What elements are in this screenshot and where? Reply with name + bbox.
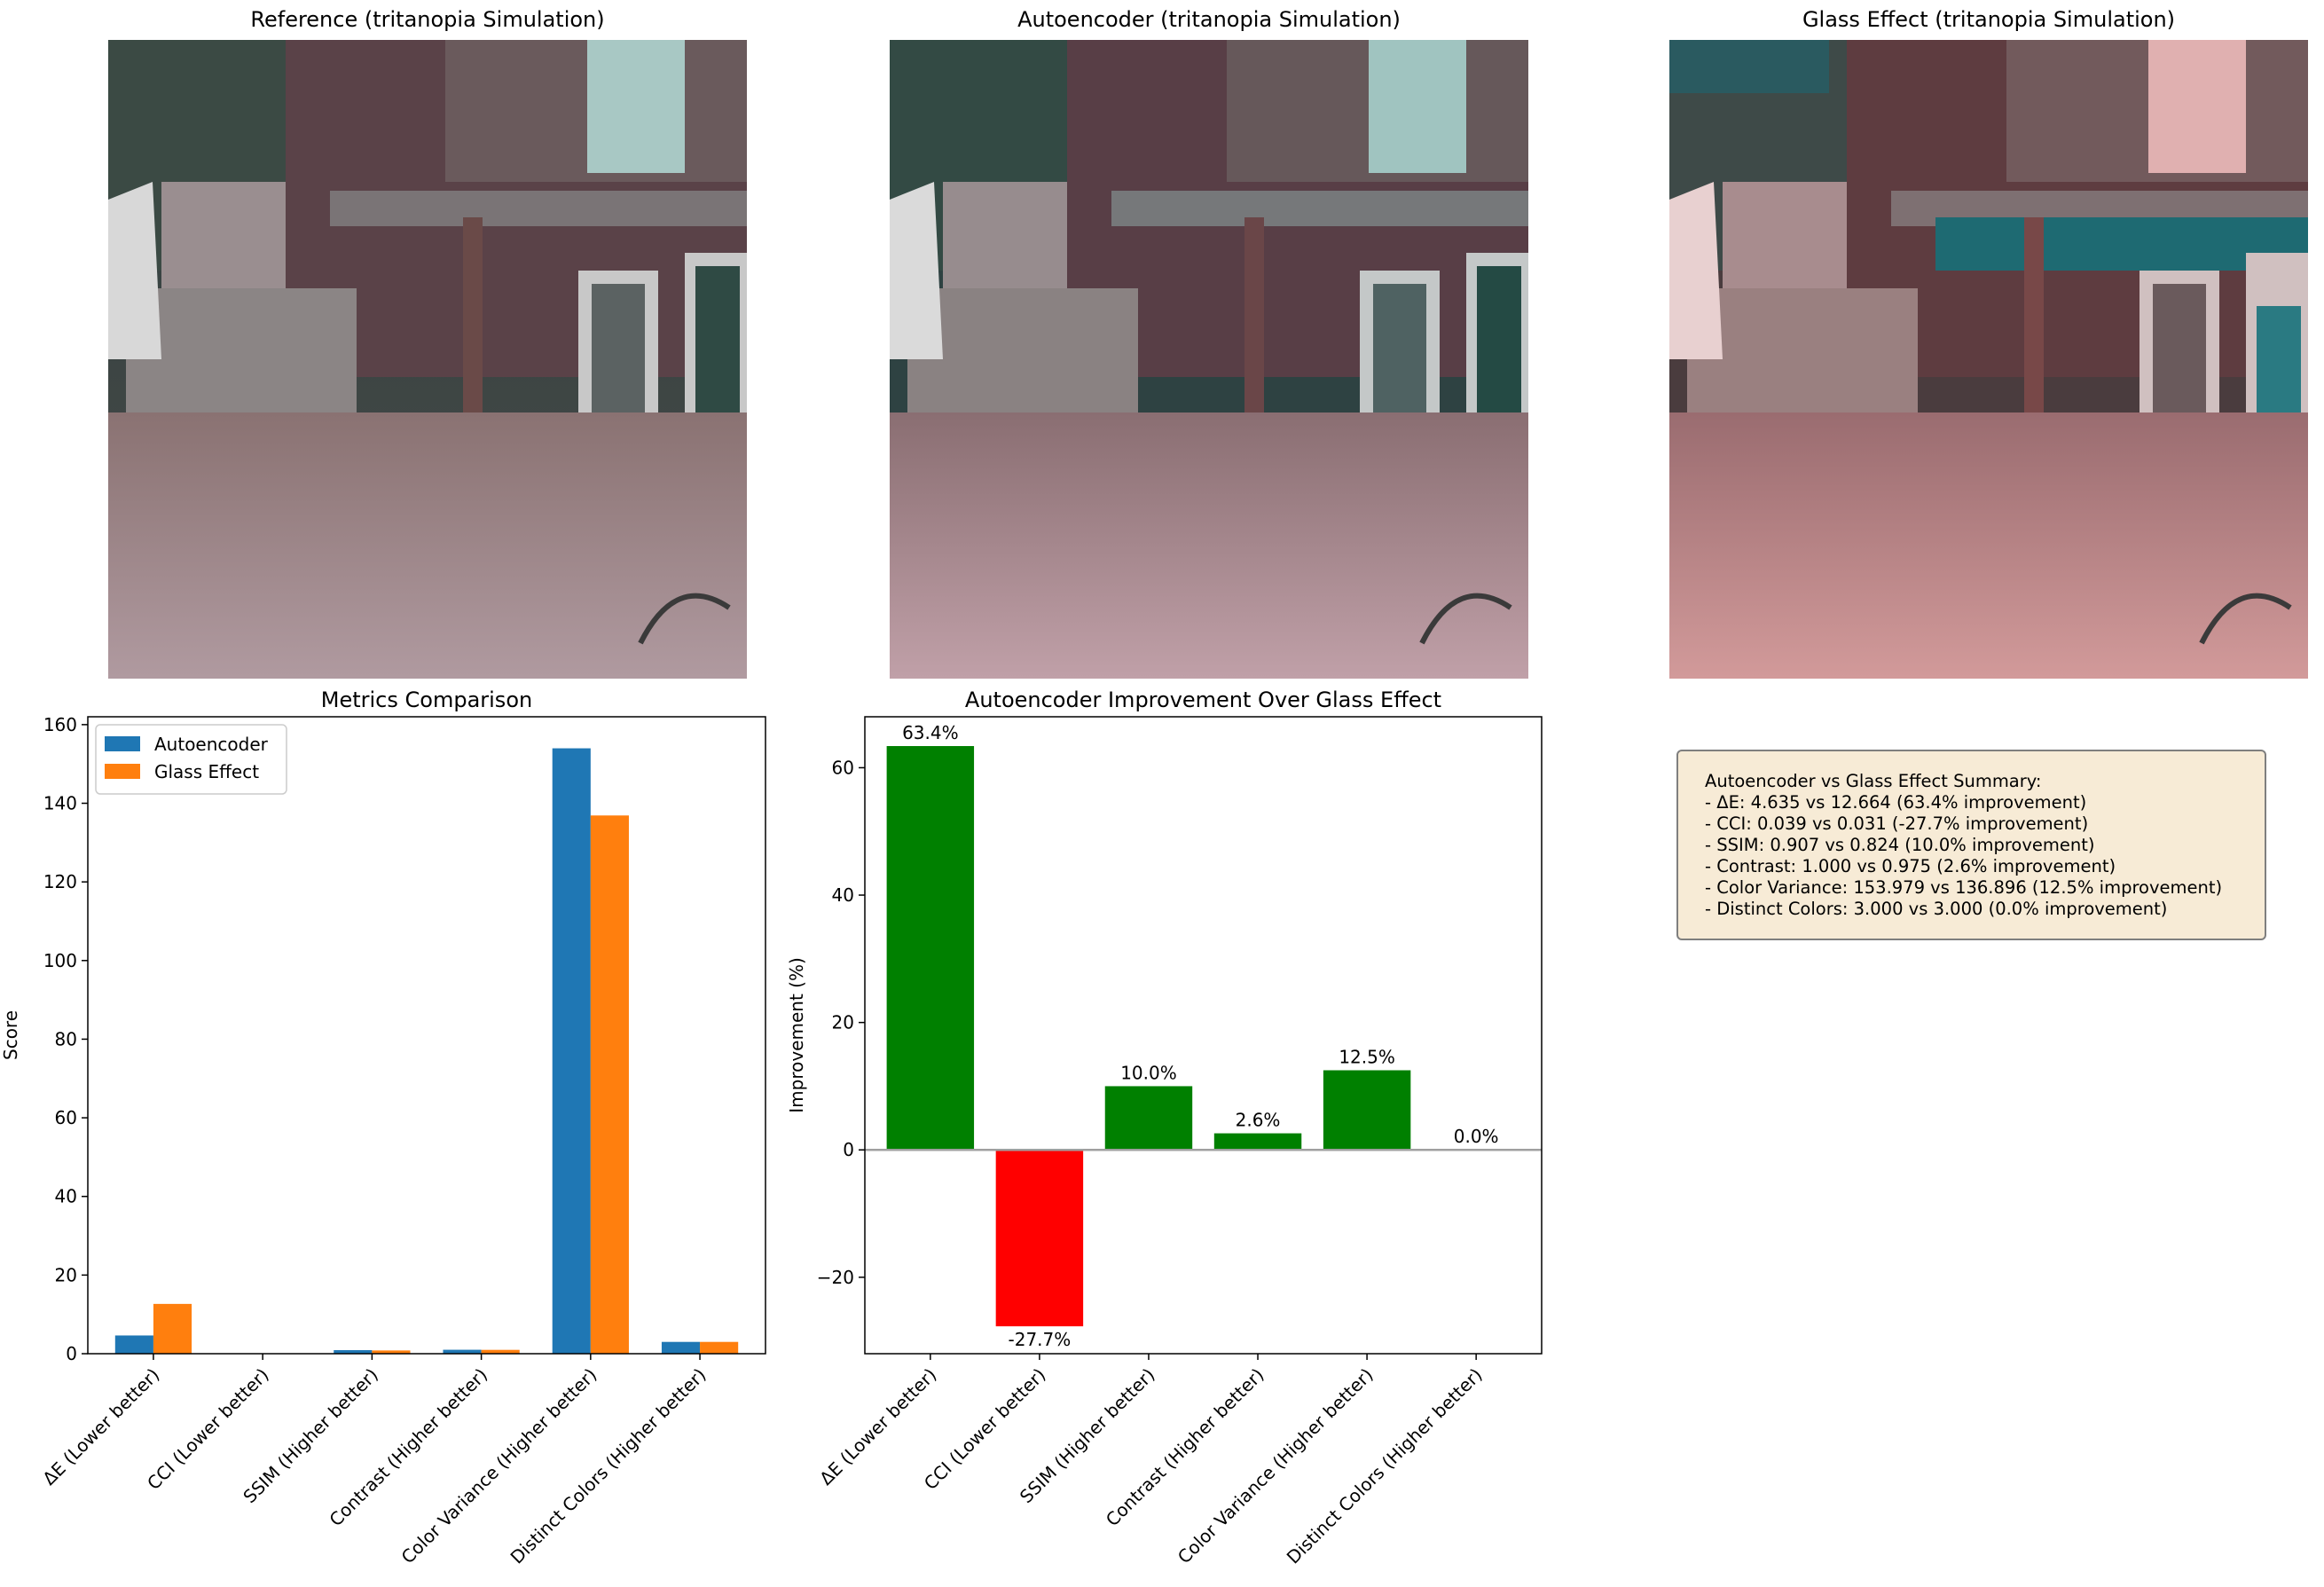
glass-effect-image bbox=[1669, 40, 2308, 679]
improvement-bar-4 bbox=[1323, 1070, 1411, 1151]
improvement-label-2: 10.0% bbox=[1120, 1062, 1177, 1083]
improvement-bar-3 bbox=[1213, 1133, 1302, 1151]
improvement-label-5: 0.0% bbox=[1454, 1126, 1499, 1147]
improvement-bar-0 bbox=[886, 746, 975, 1151]
summary-box: Autoencoder vs Glass Effect Summary: - Δ… bbox=[1676, 750, 2266, 940]
reference-title: Reference (tritanopia Simulation) bbox=[250, 7, 605, 32]
legend-swatch-1 bbox=[105, 764, 140, 779]
c2-xtick-label-1: CCI (Lower better) bbox=[920, 1364, 1050, 1495]
c2-axes-frame bbox=[864, 716, 1543, 1355]
improvement-label-0: 63.4% bbox=[902, 722, 959, 743]
c1-legend-box bbox=[95, 724, 287, 795]
c2-xtick-label-4: Color Variance (Higher better) bbox=[1174, 1364, 1378, 1568]
summary-line-ssim: - SSIM: 0.907 vs 0.824 (10.0% improvemen… bbox=[1705, 835, 2095, 855]
bar-autoencoder-4 bbox=[552, 748, 591, 1354]
c2-ylabel: Improvement (%) bbox=[786, 957, 807, 1113]
c1-title: Metrics Comparison bbox=[321, 687, 532, 712]
c2-ytick-label-4: 60 bbox=[832, 757, 854, 778]
c2-ytick-label-3: 40 bbox=[832, 884, 854, 906]
improvement-label-3: 2.6% bbox=[1236, 1110, 1281, 1131]
c2-ytick-label-0: −20 bbox=[817, 1267, 854, 1288]
legend-swatch-0 bbox=[105, 736, 140, 751]
bar-glass-effect-0 bbox=[153, 1303, 192, 1354]
c1-xtick-label-5: Distinct Colors (Higher better) bbox=[506, 1364, 711, 1568]
bar-glass-effect-3 bbox=[481, 1349, 520, 1354]
bar-autoencoder-3 bbox=[443, 1349, 482, 1354]
bar-autoencoder-0 bbox=[114, 1335, 153, 1354]
c1-ytick-label-8: 160 bbox=[43, 714, 77, 735]
summary-title: Autoencoder vs Glass Effect Summary: bbox=[1705, 771, 2042, 791]
improvement-bar-2 bbox=[1104, 1086, 1193, 1151]
c1-xtick-label-0: ΔE (Lower better) bbox=[38, 1364, 163, 1489]
summary-line-contrast: - Contrast: 1.000 vs 0.975 (2.6% improve… bbox=[1705, 856, 2116, 876]
bar-glass-effect-2 bbox=[372, 1350, 411, 1354]
improvement-bar-1 bbox=[995, 1150, 1084, 1327]
c1-xtick-label-1: CCI (Lower better) bbox=[143, 1364, 273, 1495]
c1-ytick-label-3: 60 bbox=[55, 1107, 77, 1128]
c2-title: Autoencoder Improvement Over Glass Effec… bbox=[965, 687, 1441, 712]
improvement-label-4: 12.5% bbox=[1339, 1046, 1395, 1067]
c1-ytick-label-7: 140 bbox=[43, 793, 77, 814]
legend-label-0: Autoencoder bbox=[154, 734, 269, 755]
legend-label-1: Glass Effect bbox=[154, 761, 259, 782]
glass-effect-title: Glass Effect (tritanopia Simulation) bbox=[1802, 7, 2176, 32]
reference-image bbox=[108, 40, 747, 679]
summary-line-distinct-colors: - Distinct Colors: 3.000 vs 3.000 (0.0% … bbox=[1705, 899, 2168, 919]
c1-ytick-label-2: 40 bbox=[55, 1186, 77, 1207]
summary-line-color-variance: - Color Variance: 153.979 vs 136.896 (12… bbox=[1705, 877, 2223, 898]
autoencoder-title: Autoencoder (tritanopia Simulation) bbox=[1017, 7, 1401, 32]
c2-ytick-label-1: 0 bbox=[843, 1139, 854, 1160]
c1-xtick-label-4: Color Variance (Higher better) bbox=[397, 1364, 601, 1568]
improvement-chart: −20 0 20 40 60 Improvement (%) Autoencoder Imp… bbox=[786, 687, 1543, 1568]
bar-glass-effect-5 bbox=[700, 1341, 739, 1354]
bar-autoencoder-5 bbox=[661, 1341, 701, 1354]
c1-ytick-label-6: 120 bbox=[43, 871, 77, 892]
c2-xtick-label-5: Distinct Colors (Higher better) bbox=[1283, 1364, 1487, 1568]
improvement-label-1: -27.7% bbox=[1009, 1329, 1072, 1350]
c1-legend: Autoencoder Glass Effect bbox=[95, 724, 287, 795]
c1-ytick-label-4: 80 bbox=[55, 1028, 77, 1049]
autoencoder-image bbox=[890, 40, 1528, 679]
c1-ytick-label-0: 0 bbox=[66, 1343, 77, 1364]
bar-autoencoder-2 bbox=[334, 1349, 373, 1354]
c2-xtick-label-0: ΔE (Lower better) bbox=[815, 1364, 940, 1489]
bar-glass-effect-4 bbox=[590, 815, 629, 1354]
c1-ytick-label-1: 20 bbox=[55, 1264, 77, 1285]
metrics-comparison-chart: 0 20 40 60 80 100 120 140 160 Score Metrics Compar… bbox=[0, 687, 766, 1568]
summary-line-delta-e: - ΔE: 4.635 vs 12.664 (63.4% improvement… bbox=[1705, 792, 2087, 813]
c1-ylabel: Score bbox=[0, 1010, 21, 1060]
c1-ytick-label-5: 100 bbox=[43, 950, 77, 971]
c1-axes-frame bbox=[87, 716, 766, 1355]
summary-line-cci: - CCI: 0.039 vs 0.031 (-27.7% improvemen… bbox=[1705, 813, 2089, 834]
c2-ytick-label-2: 20 bbox=[832, 1012, 854, 1033]
